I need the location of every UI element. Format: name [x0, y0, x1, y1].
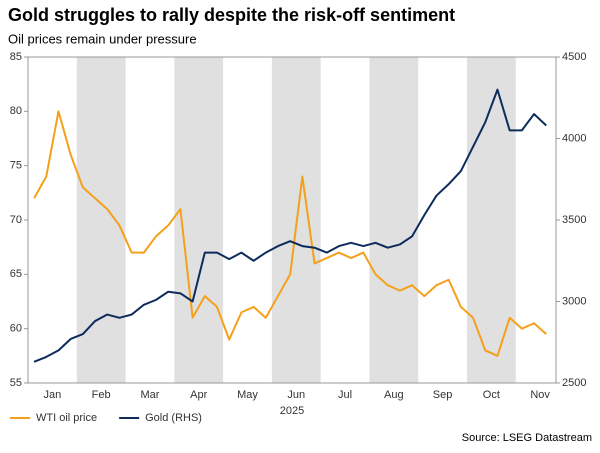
- y2-tick-label: 3500: [562, 214, 586, 226]
- y2-tick-label: 4500: [562, 51, 586, 63]
- x-tick-label: Aug: [384, 389, 404, 401]
- legend-label: Gold (RHS): [145, 412, 202, 424]
- source: Source: LSEG Datastream: [462, 432, 592, 444]
- y2-tick-label: 2500: [562, 377, 586, 389]
- y-tick-label: 60: [10, 323, 22, 335]
- legend-label: WTI oil price: [36, 412, 97, 424]
- x-tick-label: Jul: [338, 389, 352, 401]
- x-tick-label: Apr: [190, 389, 207, 401]
- x-tick-label: Mar: [140, 389, 159, 401]
- x-tick-label: Oct: [483, 389, 500, 401]
- x-tick-label: Sep: [433, 389, 453, 401]
- y-tick-label: 70: [10, 214, 22, 226]
- y-tick-label: 80: [10, 105, 22, 117]
- month-band: [369, 57, 419, 383]
- month-band: [76, 57, 126, 383]
- y-tick-label: 75: [10, 160, 22, 172]
- chart-title: Gold struggles to rally despite the risk…: [8, 5, 455, 25]
- series-line: [33, 88, 547, 363]
- series-line: [33, 110, 547, 357]
- y-tick-label: 65: [10, 268, 22, 280]
- y-tick-label: 85: [10, 51, 22, 63]
- month-band: [466, 57, 516, 383]
- chart-subtitle: Oil prices remain under pressure: [8, 31, 197, 46]
- y2-tick-label: 3000: [562, 295, 586, 307]
- x-tick-label: Jun: [287, 389, 305, 401]
- x-tick-label: May: [237, 389, 258, 401]
- x-axis-label: 2025: [280, 405, 304, 417]
- x-tick-label: Jan: [44, 389, 62, 401]
- x-tick-label: Nov: [530, 389, 550, 401]
- x-tick-label: Feb: [92, 389, 111, 401]
- y2-tick-label: 4000: [562, 132, 586, 144]
- y-tick-label: 55: [10, 377, 22, 389]
